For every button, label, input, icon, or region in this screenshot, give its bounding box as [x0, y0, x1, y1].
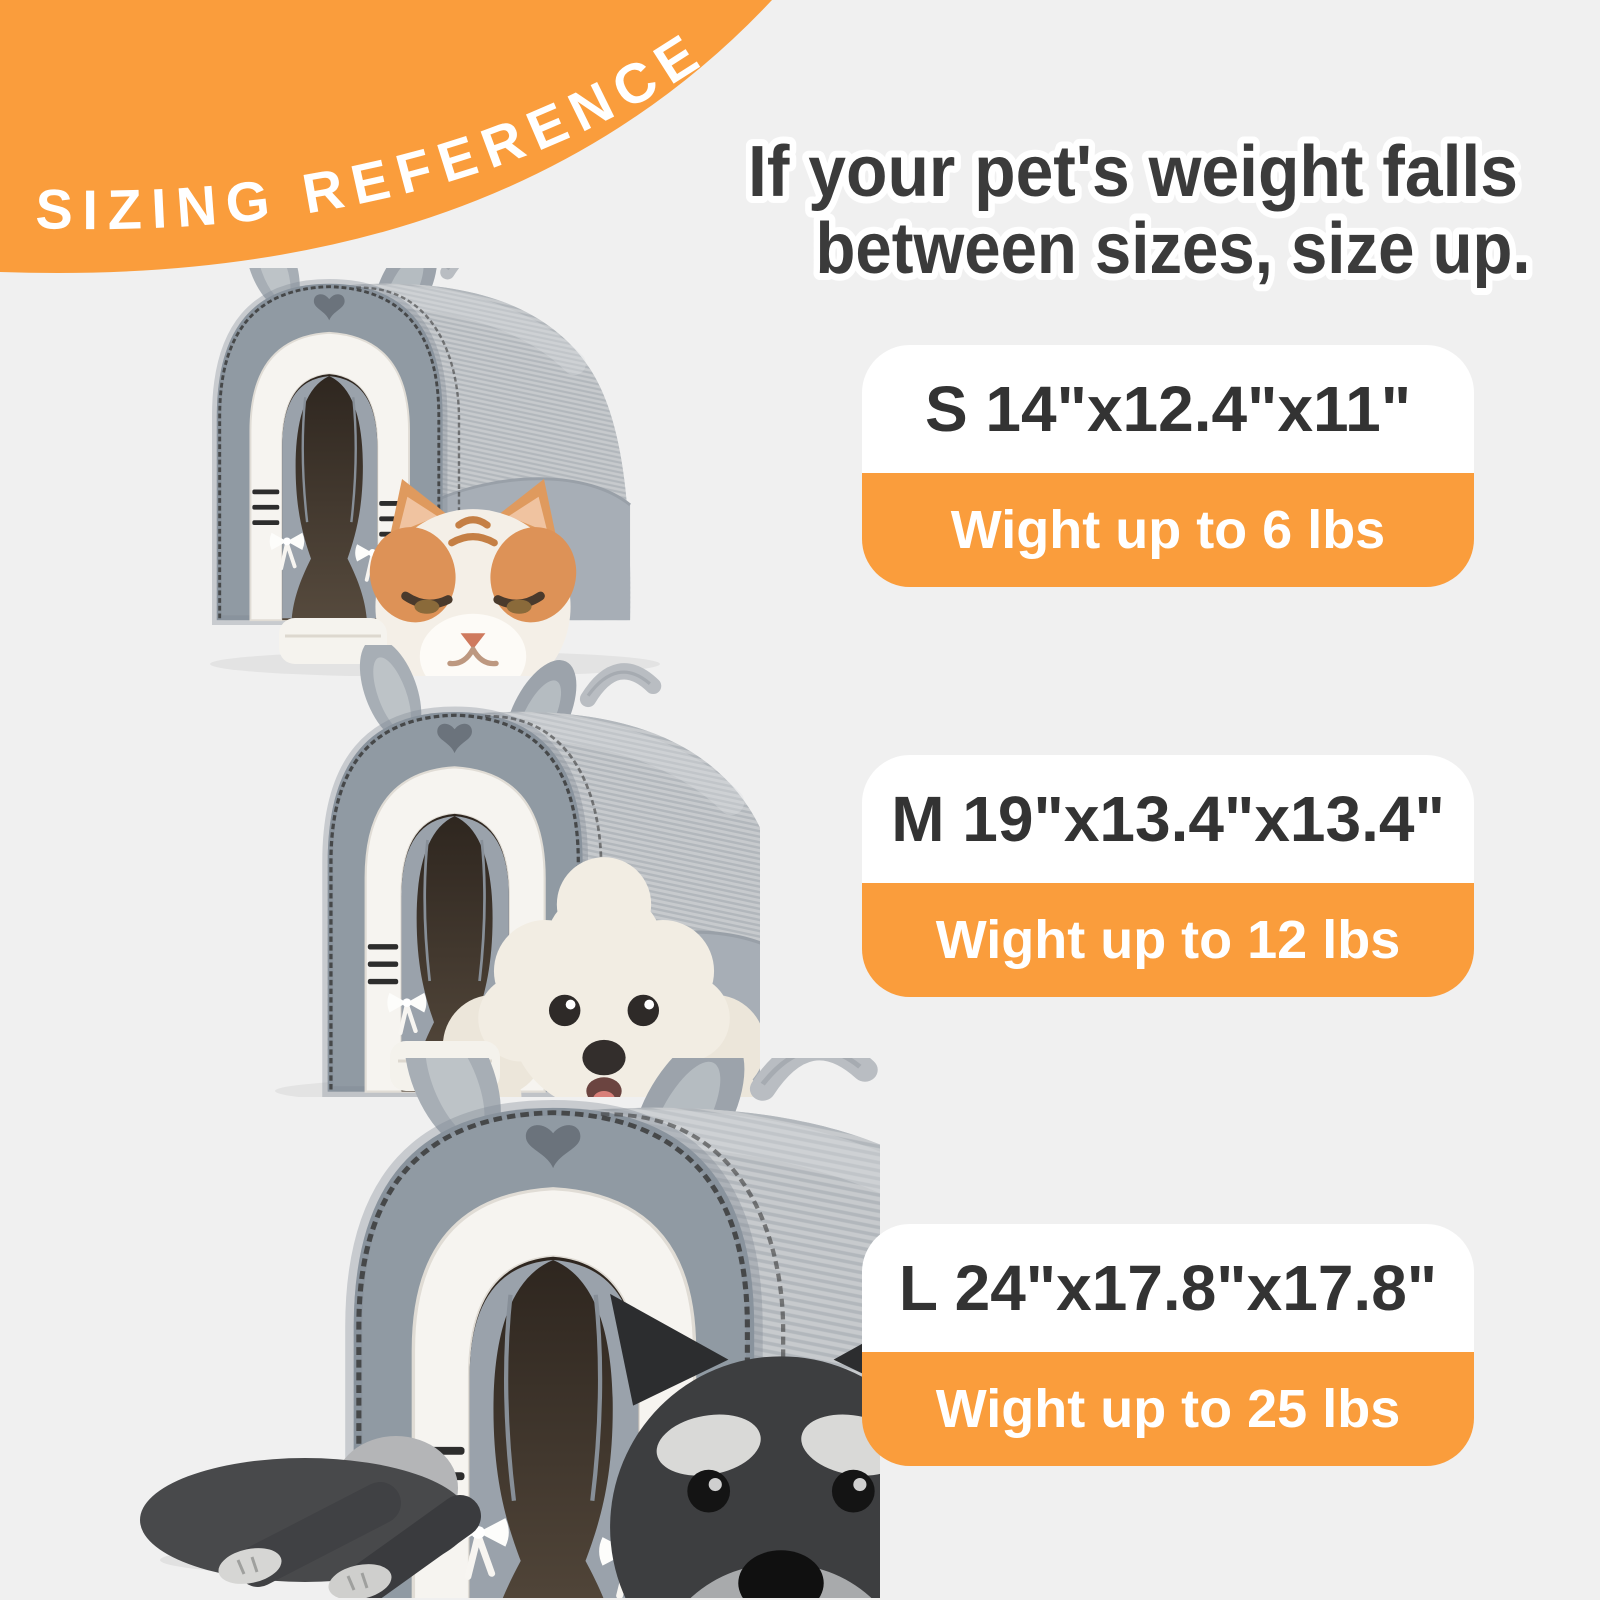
- weight-badge-label: Wight up to 6 lbs: [950, 500, 1386, 560]
- sizing-reference-banner: SIZING REFERENCE: [0, 0, 772, 274]
- size-dimensions-label: M 19"x13.4"x13.4": [891, 783, 1445, 855]
- size-dimensions-label: S 14"x12.4"x11": [924, 373, 1412, 445]
- size-up-note-line1: If your pet's weight falls: [748, 132, 1518, 212]
- weight-badge-label: Wight up to 12 lbs: [935, 910, 1401, 970]
- size-up-note: If your pet's weight falls between sizes…: [741, 125, 1538, 296]
- banner-shape: [0, 0, 772, 274]
- size-up-note-line2: between sizes, size up.: [816, 209, 1531, 289]
- size-card-m: M 19"x13.4"x13.4" Wight up to 12 lbs: [862, 755, 1474, 997]
- pet-house-photo-s: [185, 268, 660, 676]
- weight-badge-l: Wight up to 25 lbs: [862, 1352, 1474, 1466]
- size-dimensions-label: L 24"x17.8"x17.8": [898, 1252, 1438, 1324]
- weight-badge-label: Wight up to 25 lbs: [935, 1379, 1401, 1439]
- weight-badge-m: Wight up to 12 lbs: [862, 883, 1474, 997]
- size-dimensions-m: M 19"x13.4"x13.4": [862, 755, 1474, 883]
- pet-house-photo-l: [140, 1058, 880, 1598]
- size-dimensions-l: L 24"x17.8"x17.8": [862, 1224, 1474, 1352]
- schnauzer-illustration: [140, 1294, 880, 1598]
- size-card-s: S 14"x12.4"x11" Wight up to 6 lbs: [862, 345, 1474, 587]
- pet-house-photo-m: [275, 645, 760, 1097]
- size-card-l: L 24"x17.8"x17.8" Wight up to 25 lbs: [862, 1224, 1474, 1466]
- size-dimensions-s: S 14"x12.4"x11": [862, 345, 1474, 473]
- weight-badge-s: Wight up to 6 lbs: [862, 473, 1474, 587]
